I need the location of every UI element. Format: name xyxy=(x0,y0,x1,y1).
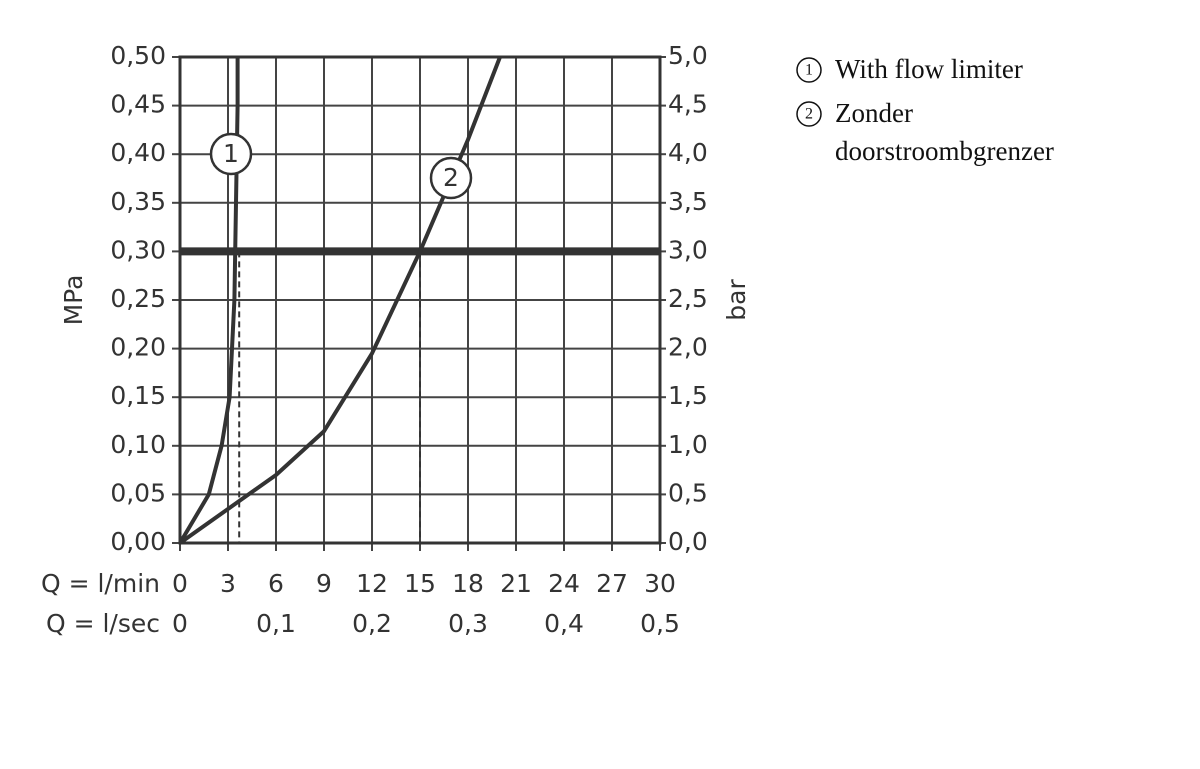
x-tick-label: 6 xyxy=(268,569,284,598)
y2-tick-label: 1,5 xyxy=(668,381,708,410)
x-tick-label: 3 xyxy=(220,569,236,598)
x-tick-label: 15 xyxy=(404,569,436,598)
y-tick-label: 0,45 xyxy=(110,90,166,119)
curve-label: 1 xyxy=(223,139,239,168)
x2-tick-label: 0,2 xyxy=(352,609,392,638)
y-axis-label: MPa xyxy=(59,275,88,326)
y-tick-label: 0,00 xyxy=(110,527,166,556)
y2-tick-label: 3,0 xyxy=(668,235,708,264)
y2-tick-label: 4,0 xyxy=(668,138,708,167)
legend-marker: 1 xyxy=(796,57,822,83)
legend-marker-circle xyxy=(796,101,822,127)
legend-marker: 2 xyxy=(796,101,822,127)
x2-tick-label: 0,3 xyxy=(448,609,488,638)
x2-tick-label: 0,5 xyxy=(640,609,680,638)
y-tick-label: 0,25 xyxy=(110,284,166,313)
x2-tick-label: 0 xyxy=(172,609,188,638)
y2-tick-label: 2,0 xyxy=(668,333,708,362)
legend-marker-label: 2 xyxy=(805,106,813,123)
chart: 0,000,050,100,150,200,250,300,350,400,45… xyxy=(41,41,751,638)
x-tick-label: 0 xyxy=(172,569,188,598)
x-tick-label: 24 xyxy=(548,569,580,598)
y-tick-label: 0,35 xyxy=(110,187,166,216)
x2-axis-label: Q = l/sec xyxy=(46,609,160,638)
x-tick-label: 9 xyxy=(316,569,332,598)
y-tick-label: 0,15 xyxy=(110,381,166,410)
x-tick-label: 18 xyxy=(452,569,484,598)
y2-tick-label: 1,0 xyxy=(668,430,708,459)
curve-label-circle xyxy=(429,156,473,200)
y2-tick-label: 4,5 xyxy=(668,90,708,119)
y-tick-label: 0,50 xyxy=(110,41,166,70)
y-tick-label: 0,30 xyxy=(110,235,166,264)
y2-tick-label: 3,5 xyxy=(668,187,708,216)
legend-label: Zonder doorstroombgrenzer xyxy=(835,98,1054,166)
series-line xyxy=(178,56,502,545)
x-tick-label: 21 xyxy=(500,569,532,598)
y-tick-label: 0,05 xyxy=(110,478,166,507)
y2-tick-label: 5,0 xyxy=(668,41,708,70)
x-tick-label: 27 xyxy=(596,569,628,598)
x-tick-label: 12 xyxy=(356,569,388,598)
legend-marker-circle xyxy=(796,57,822,83)
y-tick-label: 0,20 xyxy=(110,333,166,362)
y-tick-label: 0,40 xyxy=(110,138,166,167)
curve-label: 2 xyxy=(443,163,459,192)
legend: 1 With flow limiter 2 Zonder doorstroombgre… xyxy=(795,52,1115,178)
y2-tick-label: 0,0 xyxy=(668,527,708,556)
series-line xyxy=(178,57,240,545)
curve-label-circle xyxy=(209,132,253,176)
y2-tick-label: 0,5 xyxy=(668,478,708,507)
legend-marker-label: 1 xyxy=(805,62,813,79)
y2-tick-label: 2,5 xyxy=(668,284,708,313)
y-tick-label: 0,10 xyxy=(110,430,166,459)
x-tick-label: 30 xyxy=(644,569,676,598)
legend-entry: 2 Zonder doorstroombgrenzer xyxy=(795,96,1115,170)
legend-label: With flow limiter xyxy=(835,54,1023,84)
legend-entry: 1 With flow limiter xyxy=(795,52,1115,88)
x-axis-label: Q = l/min xyxy=(41,569,160,598)
x2-tick-label: 0,4 xyxy=(544,609,584,638)
y2-axis-label: bar xyxy=(722,279,751,321)
x2-tick-label: 0,1 xyxy=(256,609,296,638)
